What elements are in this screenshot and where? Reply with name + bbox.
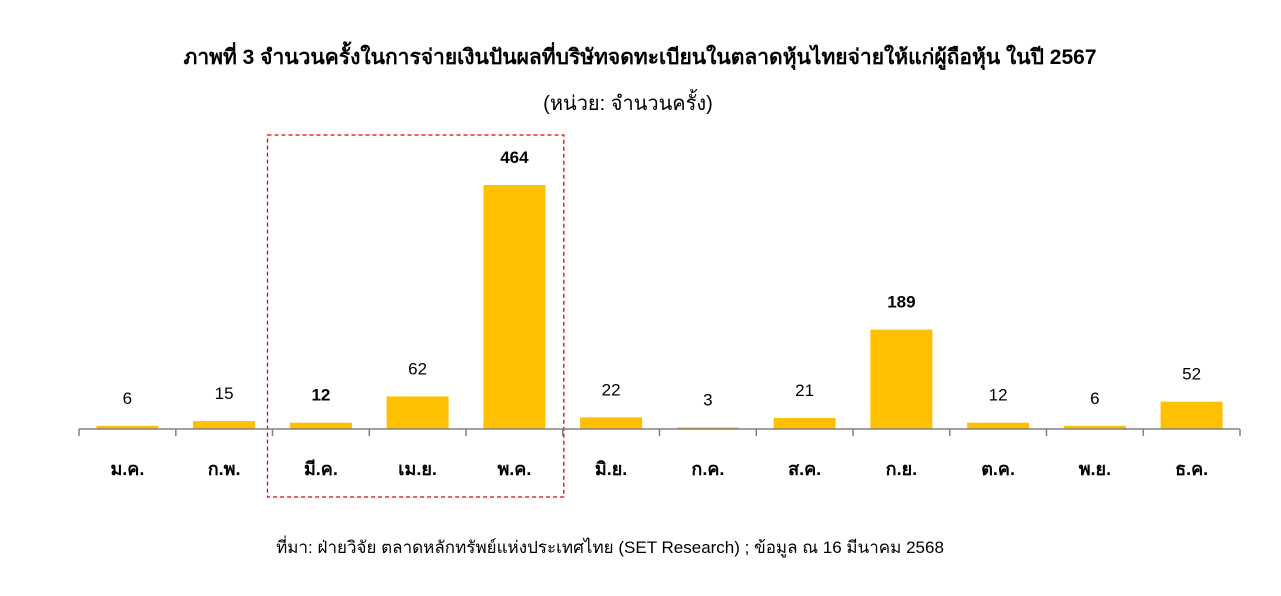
- tick-label-11: พ.ย.: [1079, 459, 1111, 479]
- highlight-layer: [266, 134, 565, 498]
- highlight-box: [266, 134, 565, 498]
- bar-2: [193, 421, 256, 429]
- tick-label-6: มิ.ย.: [595, 459, 627, 479]
- tick-label-10: ต.ค.: [981, 459, 1015, 479]
- bar-7: [676, 427, 739, 429]
- data-label-6: 22: [602, 380, 621, 399]
- tick-label-7: ก.ค.: [691, 459, 724, 479]
- bar-8: [773, 418, 836, 429]
- data-label-2: 15: [215, 384, 234, 403]
- bar-9: [870, 329, 933, 429]
- tick-label-5: พ.ค.: [497, 459, 531, 479]
- tick-label-8: ส.ค.: [788, 459, 821, 479]
- bar-10: [967, 422, 1030, 429]
- bar-5: [483, 185, 546, 429]
- data-label-9: 189: [887, 293, 915, 312]
- bar-4: [386, 396, 449, 429]
- data-label-12: 52: [1182, 365, 1201, 384]
- chart-title: ภาพที่ 3 จำนวนครั้งในการจ่ายเงินปันผลที่…: [183, 41, 1096, 71]
- data-labels-layer: 6 15 12 62 464 22 3 21 189 12 6 52: [123, 148, 1201, 409]
- data-label-1: 6: [123, 389, 132, 408]
- tick-labels-layer: ม.ค. ก.พ. มี.ค. เม.ย. พ.ค. มิ.ย. ก.ค. ส.ค. ก.ย. ต…: [110, 459, 1208, 479]
- tick-label-1: ม.ค.: [110, 459, 144, 479]
- data-label-10: 12: [989, 386, 1008, 405]
- data-label-5: 464: [500, 148, 529, 167]
- x-axis: [78, 428, 1241, 436]
- bar-1: [96, 425, 159, 429]
- tick-label-3: มี.ค.: [304, 459, 338, 479]
- data-label-8: 21: [795, 381, 814, 400]
- bar-3: [289, 422, 352, 429]
- bar-6: [580, 417, 643, 429]
- data-label-4: 62: [408, 359, 427, 378]
- tick-label-12: ธ.ค.: [1175, 459, 1208, 479]
- data-label-3: 12: [311, 386, 330, 405]
- chart-subtitle: (หน่วย: จำนวนครั้ง): [543, 89, 713, 115]
- source-note: ที่มา: ฝ่ายวิจัย ตลาดหลักทรัพย์แห่งประเท…: [276, 535, 944, 558]
- bars-layer: [96, 185, 1223, 429]
- data-label-11: 6: [1090, 389, 1099, 408]
- tick-label-2: ก.พ.: [208, 459, 241, 479]
- data-label-7: 3: [703, 390, 712, 409]
- tick-label-4: เม.ย.: [398, 459, 437, 479]
- bar-12: [1160, 401, 1223, 429]
- tick-label-9: ก.ย.: [886, 459, 917, 479]
- bar-11: [1063, 425, 1126, 429]
